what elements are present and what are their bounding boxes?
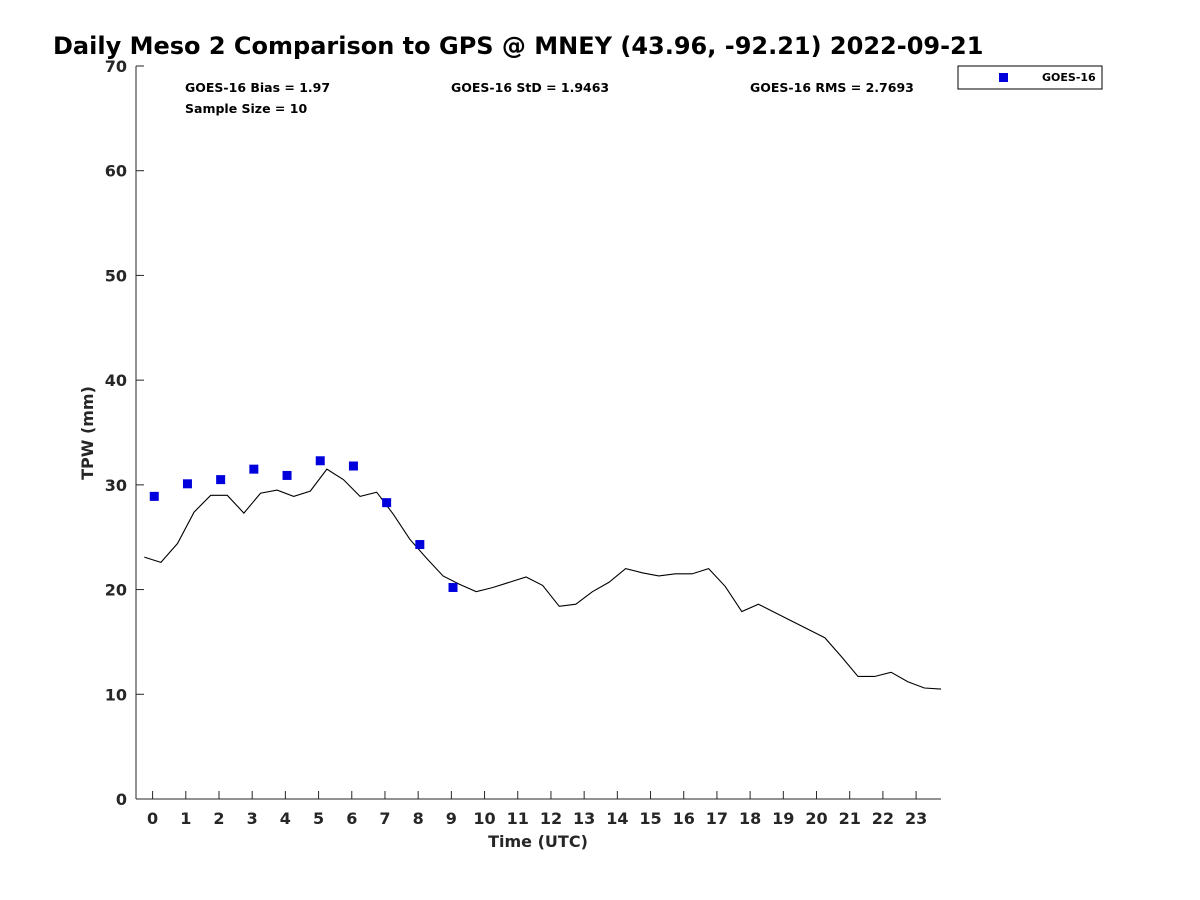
- x-tick-label: 11: [507, 809, 529, 828]
- legend-marker-goes-16: [999, 73, 1008, 82]
- x-tick-label: 8: [413, 809, 424, 828]
- goes-16-point: [216, 475, 226, 485]
- goes-16-point: [182, 479, 192, 489]
- sample-size-stat: Sample Size = 10: [185, 101, 307, 116]
- gps-line: [144, 468, 942, 690]
- x-tick-label: 17: [706, 809, 728, 828]
- legend-box: [957, 65, 1103, 90]
- x-tick-label: 1: [180, 809, 191, 828]
- goes-16-point: [149, 491, 159, 501]
- gps-series: [144, 468, 942, 690]
- x-tick-label: 6: [346, 809, 357, 828]
- bias-stat: GOES-16 Bias = 1.97: [185, 80, 330, 95]
- x-tick-label: 4: [280, 809, 291, 828]
- x-tick-label: 12: [540, 809, 562, 828]
- x-tick-label: 16: [673, 809, 695, 828]
- y-tick-label: 60: [105, 162, 127, 181]
- x-tick-label: 5: [313, 809, 324, 828]
- y-tick-label: 30: [105, 476, 127, 495]
- y-tick-label: 50: [105, 266, 127, 285]
- legend-label-goes-16: GOES-16: [1042, 71, 1096, 84]
- legend: GOES-16: [957, 65, 1103, 90]
- x-tick-label: 15: [639, 809, 661, 828]
- x-tick-label: 14: [606, 809, 628, 828]
- x-tick-label: 13: [573, 809, 595, 828]
- y-axis-label: TPW (mm): [78, 386, 97, 480]
- goes-16-point: [282, 470, 292, 480]
- goes-16-point: [315, 456, 325, 466]
- chart-title: Daily Meso 2 Comparison to GPS @ MNEY (4…: [53, 32, 983, 60]
- x-tick-label: 22: [872, 809, 894, 828]
- goes-16-point: [382, 498, 392, 508]
- goes-16-point: [348, 461, 358, 471]
- y-tick-label: 0: [116, 790, 127, 809]
- x-tick-label: 7: [379, 809, 390, 828]
- x-tick-label: 3: [247, 809, 258, 828]
- goes-16-point: [249, 464, 259, 474]
- x-tick-label: 23: [905, 809, 927, 828]
- x-tick-label: 20: [805, 809, 827, 828]
- x-axis-label: Time (UTC): [488, 832, 588, 851]
- x-tick-label: 21: [839, 809, 861, 828]
- y-tick-label: 20: [105, 581, 127, 600]
- x-tick-label: 9: [446, 809, 457, 828]
- y-tick-label: 10: [105, 685, 127, 704]
- y-tick-label: 70: [105, 57, 127, 76]
- rms-stat: GOES-16 RMS = 2.7693: [750, 80, 914, 95]
- x-tick-label: 18: [739, 809, 761, 828]
- goes-16-point: [415, 540, 425, 550]
- x-tick-label: 2: [213, 809, 224, 828]
- std-stat: GOES-16 StD = 1.9463: [451, 80, 609, 95]
- goes-16-series: [149, 456, 458, 592]
- x-tick-label: 0: [147, 809, 158, 828]
- x-tick-label: 19: [772, 809, 794, 828]
- y-tick-label: 40: [105, 371, 127, 390]
- goes-16-point: [448, 582, 458, 592]
- x-tick-label: 10: [473, 809, 495, 828]
